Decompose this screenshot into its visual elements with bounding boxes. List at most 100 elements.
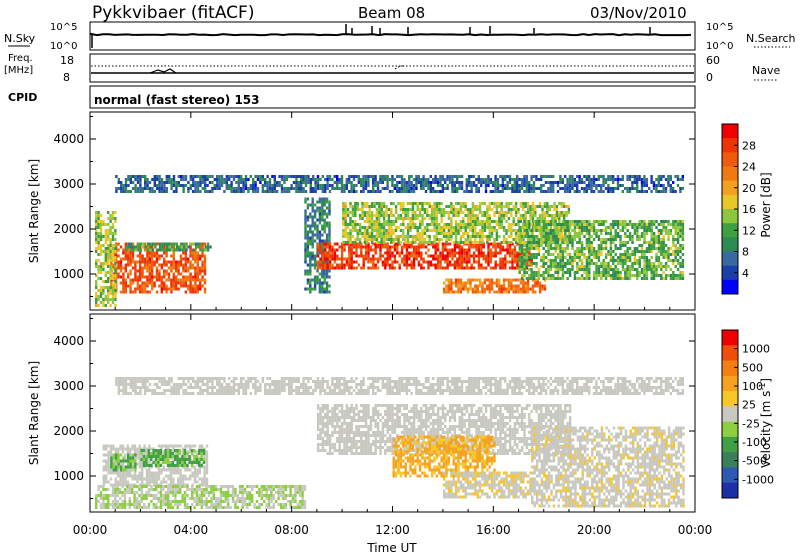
heatmap-cell xyxy=(450,287,453,291)
heatmap-cell xyxy=(609,253,613,256)
heatmap-cell xyxy=(146,284,149,288)
heatmap-cell xyxy=(354,220,357,223)
heatmap-cell xyxy=(459,284,463,288)
heatmap-cell xyxy=(111,244,115,247)
heatmap-cell xyxy=(645,178,648,181)
heatmap-cell xyxy=(367,175,370,178)
heatmap-cell xyxy=(679,232,682,235)
heatmap-cell xyxy=(538,287,542,291)
heatmap-cell xyxy=(104,259,107,262)
heatmap-cell xyxy=(151,272,154,276)
heatmap-cell xyxy=(543,202,547,205)
heatmap-cell xyxy=(614,235,617,238)
heatmap-cell xyxy=(561,250,565,253)
heatmap-cell xyxy=(624,220,627,223)
heatmap-cell xyxy=(558,214,561,217)
heatmap-cell xyxy=(331,187,334,190)
heatmap-cell xyxy=(464,281,467,285)
cpid-text: normal (fast stereo) 153 xyxy=(94,93,260,107)
heatmap-cell xyxy=(342,217,345,220)
heatmap-cell xyxy=(366,241,369,244)
heatmap-cell xyxy=(122,272,125,276)
heatmap-cell xyxy=(382,235,386,238)
heatmap-cell xyxy=(536,217,539,220)
heatmap-cell xyxy=(583,235,586,238)
heatmap-cell xyxy=(619,271,622,274)
heatmap-cell xyxy=(645,271,649,274)
heatmap-cell xyxy=(119,471,122,475)
heatmap-cell xyxy=(254,181,257,184)
heatmap-cell xyxy=(321,200,324,204)
heatmap-cell xyxy=(547,181,550,184)
heatmap-cell xyxy=(597,238,601,241)
heatmap-cell xyxy=(311,239,314,243)
heatmap-cell xyxy=(488,223,491,226)
heatmap-cell xyxy=(433,208,436,211)
heatmap-cell xyxy=(526,205,530,208)
heatmap-cell xyxy=(660,244,663,247)
heatmap-cell xyxy=(343,187,346,190)
heatmap-cell xyxy=(441,190,444,193)
y-tick-label: 1000 xyxy=(53,267,84,281)
heatmap-cell xyxy=(309,239,312,243)
heatmap-cell xyxy=(111,238,115,241)
heatmap-cell xyxy=(669,229,673,232)
heatmap-cell xyxy=(385,208,388,211)
heatmap-cell xyxy=(619,244,622,247)
heatmap-cell xyxy=(626,241,629,244)
heatmap-cell xyxy=(525,256,529,259)
heatmap-cell xyxy=(201,187,204,190)
heatmap-cell xyxy=(131,242,135,246)
heatmap-cell xyxy=(400,190,404,193)
heatmap-cell xyxy=(104,304,107,307)
heatmap-cell xyxy=(379,190,382,193)
heatmap-cell xyxy=(124,242,127,246)
heatmap-cell xyxy=(495,232,499,235)
heatmap-cell xyxy=(180,242,183,246)
heatmap-cell xyxy=(204,245,207,249)
heatmap-cell xyxy=(333,181,336,184)
heatmap-cell xyxy=(384,178,387,181)
heatmap-cell xyxy=(549,220,553,223)
heatmap-cell xyxy=(488,281,491,285)
heatmap-cell xyxy=(562,214,566,217)
heatmap-cell xyxy=(428,217,431,220)
heatmap-cell xyxy=(480,181,483,184)
heatmap-cell xyxy=(501,263,505,267)
heatmap-cell xyxy=(446,257,449,261)
heatmap-cell xyxy=(474,220,477,223)
heatmap-cell xyxy=(463,260,466,264)
heatmap-cell xyxy=(564,190,567,193)
heatmap-cell xyxy=(588,241,591,244)
heatmap-cell xyxy=(230,190,233,193)
colorbar-tick-label: 20 xyxy=(742,182,756,195)
heatmap-cell xyxy=(493,290,496,294)
heatmap-cell xyxy=(441,245,445,249)
heatmap-cell xyxy=(230,187,233,190)
heatmap-cell xyxy=(489,242,493,246)
heatmap-cell xyxy=(104,223,107,226)
heatmap-cell xyxy=(549,235,553,238)
heatmap-cell xyxy=(410,260,413,264)
heatmap-cell xyxy=(564,232,567,235)
heatmap-cell xyxy=(633,274,637,277)
heatmap-cell xyxy=(428,235,431,238)
heatmap-cell xyxy=(165,175,168,178)
heatmap-cell xyxy=(182,175,185,178)
heatmap-cell xyxy=(440,232,443,235)
heatmap-cell xyxy=(223,181,226,184)
heatmap-cell xyxy=(638,238,641,241)
heatmap-cell xyxy=(380,229,383,232)
heatmap-cell xyxy=(458,254,461,258)
heatmap-cell xyxy=(354,223,357,226)
heatmap-cell xyxy=(420,178,423,181)
heatmap-cell xyxy=(621,190,624,193)
heatmap-cell xyxy=(165,181,168,184)
heatmap-cell xyxy=(442,281,446,285)
heatmap-cell xyxy=(194,275,197,279)
heatmap-cell xyxy=(585,268,589,271)
heatmap-cell xyxy=(456,245,459,249)
heatmap-cell xyxy=(107,229,110,232)
heatmap-cell xyxy=(524,290,527,294)
heatmap-cell xyxy=(378,220,381,223)
